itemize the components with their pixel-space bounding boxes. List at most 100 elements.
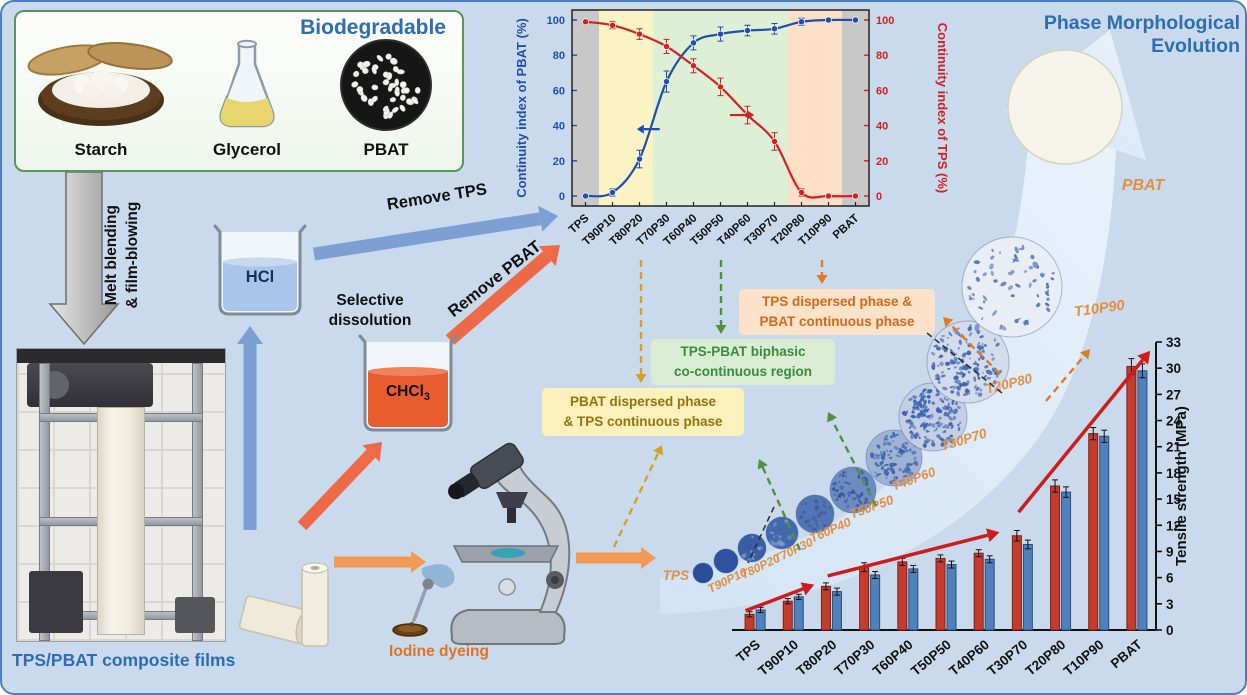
machine-ceiling <box>17 349 225 363</box>
stage-label: T30P70 <box>939 425 989 453</box>
morphology-circle <box>692 562 714 584</box>
stage-label: T80P20 <box>738 551 782 582</box>
morphology-circle <box>865 429 923 487</box>
svg-text:T10P90: T10P90 <box>1061 637 1107 679</box>
starch-photo <box>27 42 173 126</box>
svg-text:T60P40: T60P40 <box>870 637 916 679</box>
svg-text:80: 80 <box>876 50 888 62</box>
morphology-circle <box>1007 49 1123 165</box>
svg-text:T90P10: T90P10 <box>581 212 619 248</box>
stage-label: T70P30 <box>771 535 815 566</box>
morphology-circle <box>961 236 1063 338</box>
pbat-dispersed-note: PBAT dispersed phase & TPS continuous ph… <box>542 388 744 436</box>
svg-text:TPS: TPS <box>567 212 592 236</box>
svg-text:33: 33 <box>1166 335 1182 350</box>
svg-text:T90P10: T90P10 <box>755 637 801 679</box>
svg-text:12: 12 <box>1166 518 1181 533</box>
morphology-circle <box>829 466 877 514</box>
biodegradable-panel: Biodegradable Starch <box>14 10 464 172</box>
microscope <box>448 442 571 645</box>
morphology-circle <box>795 494 835 534</box>
tensile-chart-svg: 03691215182124273033TPST90P10T80P20T70P3… <box>732 335 1190 679</box>
svg-text:T50P50: T50P50 <box>908 637 954 679</box>
chcl3-text: CHCl <box>385 383 424 400</box>
svg-text:9: 9 <box>1166 544 1174 559</box>
stage-label: T10P90 <box>1073 298 1126 321</box>
biodegradable-title: Biodegradable <box>300 16 446 39</box>
cocontinuous-note: TPS-PBAT biphasic co-continuous region <box>651 339 835 385</box>
starch-label: Starch <box>74 140 128 159</box>
svg-text:3: 3 <box>1166 597 1174 612</box>
remove-pbat-label: Remove PBAT <box>444 237 545 321</box>
morphology-circles: TPS T90P10T80P20T70P30T60P40T50P50T40P60T… <box>663 49 1166 596</box>
glycerol-item: Glycerol <box>197 34 297 166</box>
chcl3-label: CHCl3 <box>365 383 451 403</box>
melt-blending-label: Melt blending & film-blowing <box>103 201 141 309</box>
svg-text:Tensile strength (MPa): Tensile strength (MPa) <box>1173 406 1190 566</box>
svg-text:T30P70: T30P70 <box>984 637 1030 679</box>
morphology-circle <box>765 516 799 550</box>
evolution-band-arrow <box>660 30 1146 614</box>
starch-item: Starch <box>26 34 176 166</box>
svg-text:T40P60: T40P60 <box>946 637 992 679</box>
svg-text:0: 0 <box>876 191 882 203</box>
film-blowing-machine-photo <box>16 348 226 642</box>
svg-text:20: 20 <box>876 156 888 168</box>
machine-frame-beam <box>39 363 50 641</box>
svg-text:T10P90: T10P90 <box>797 212 835 248</box>
morphology-circle <box>713 548 739 574</box>
svg-text:PBAT: PBAT <box>1108 636 1146 671</box>
melt-blowing-arrow <box>48 171 120 346</box>
selective-dissolution-label: Selective dissolution <box>328 292 412 330</box>
svg-text:80: 80 <box>553 50 565 62</box>
svg-text:40: 40 <box>876 121 888 133</box>
tensile-chart: 0 3 6 9 12 15 18 21 24 27 30 33 TPS T90P10 T80P20 T70P3… <box>718 318 1204 693</box>
svg-text:60: 60 <box>876 85 888 97</box>
stage-label: TPS <box>663 568 689 583</box>
svg-text:6: 6 <box>1166 571 1174 586</box>
svg-text:T80P20: T80P20 <box>794 637 840 679</box>
svg-text:T20P80: T20P80 <box>1023 637 1069 679</box>
chcl3-beaker <box>358 334 458 432</box>
glycerol-flask-photo <box>219 39 275 128</box>
svg-text:T60P40: T60P40 <box>662 212 700 248</box>
stage-label: T20P80 <box>984 371 1034 397</box>
iodine-dyeing-icon <box>392 564 455 637</box>
remove-tps-label: Remove TPS <box>385 180 489 214</box>
svg-text:20: 20 <box>553 156 565 168</box>
svg-text:PBAT: PBAT <box>831 212 862 241</box>
svg-text:Continuity index of PBAT (%): Continuity index of PBAT (%) <box>514 18 529 198</box>
machine-cabinet <box>175 597 215 633</box>
composite-films-label: TPS/PBAT composite films <box>12 650 236 670</box>
iodine-dyeing-label: Iodine dyeing <box>389 643 489 660</box>
svg-text:27: 27 <box>1166 387 1181 402</box>
evolution-title: Phase Morphological Evolution <box>1043 12 1240 57</box>
stage-label: T40P60 <box>889 464 938 494</box>
svg-text:T20P80: T20P80 <box>770 212 808 248</box>
svg-text:0: 0 <box>559 191 565 203</box>
morphology-circle <box>926 320 1010 404</box>
stage-label: T50P50 <box>847 492 896 522</box>
stage-label: PBAT <box>1122 177 1166 194</box>
svg-text:TPS: TPS <box>733 637 763 665</box>
svg-text:30: 30 <box>1166 361 1181 376</box>
pbat-pellets-photo <box>340 39 432 131</box>
film-rolls <box>238 562 329 647</box>
svg-text:60: 60 <box>553 85 565 97</box>
tps-dispersed-note: TPS dispersed phase & PBAT continuous ph… <box>739 289 935 335</box>
hcl-label: HCl <box>245 268 275 286</box>
svg-text:100: 100 <box>876 15 894 27</box>
continuity-chart: 0 0 20 20 40 40 60 60 80 80 100 100 TPS T90P10 T80P20 T… <box>510 2 954 266</box>
svg-text:15: 15 <box>1166 492 1182 507</box>
machine-film-column <box>97 407 145 635</box>
chcl3-subscript: 3 <box>423 391 430 404</box>
svg-text:40: 40 <box>553 121 565 133</box>
stage-label: T60P40 <box>808 515 854 546</box>
machine-cabinet <box>29 571 83 633</box>
svg-text:100: 100 <box>547 15 565 27</box>
glycerol-label: Glycerol <box>212 140 282 159</box>
machine-frame-beam <box>192 363 203 641</box>
morphology-circle <box>737 533 767 563</box>
morphology-circle <box>898 382 968 452</box>
